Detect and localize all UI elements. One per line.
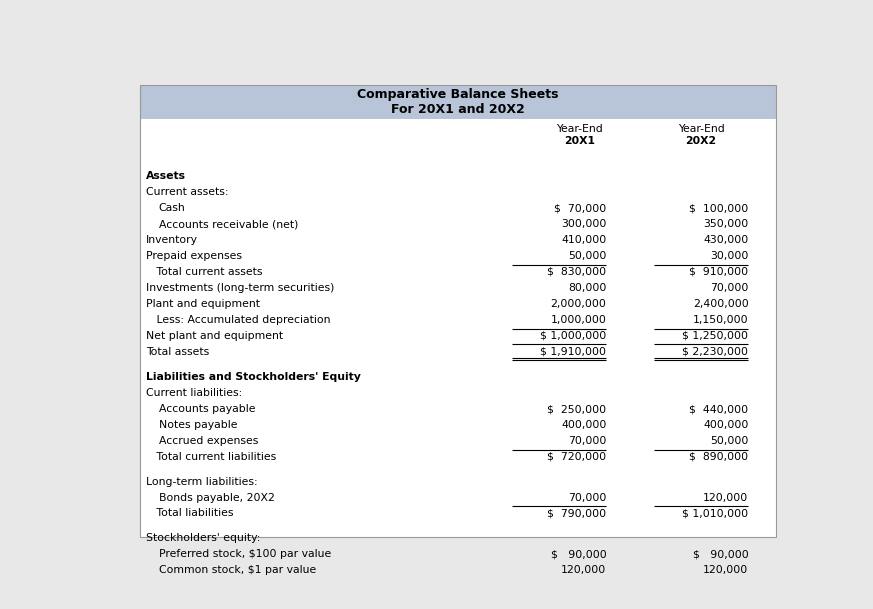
Text: 120,000: 120,000 xyxy=(704,493,748,502)
Text: 400,000: 400,000 xyxy=(703,420,748,430)
Text: $  70,000: $ 70,000 xyxy=(554,203,607,213)
Text: Total liabilities: Total liabilities xyxy=(147,509,234,518)
Text: Investments (long-term securities): Investments (long-term securities) xyxy=(147,283,334,293)
Text: Notes payable: Notes payable xyxy=(159,420,237,430)
Text: 120,000: 120,000 xyxy=(561,565,607,575)
Text: Accounts receivable (net): Accounts receivable (net) xyxy=(159,219,298,229)
Text: $   90,000: $ 90,000 xyxy=(693,549,748,559)
Text: Accounts payable: Accounts payable xyxy=(159,404,255,414)
Text: 300,000: 300,000 xyxy=(561,219,607,229)
Text: $ 2,230,000: $ 2,230,000 xyxy=(683,347,748,357)
Text: $ 1,000,000: $ 1,000,000 xyxy=(540,331,607,340)
Text: Assets: Assets xyxy=(147,171,186,181)
Text: Total assets: Total assets xyxy=(147,347,210,357)
Text: 70,000: 70,000 xyxy=(568,436,607,446)
Text: $ 1,910,000: $ 1,910,000 xyxy=(540,347,607,357)
Text: 30,000: 30,000 xyxy=(710,251,748,261)
Text: 2,000,000: 2,000,000 xyxy=(551,299,607,309)
Text: Preferred stock, $100 par value: Preferred stock, $100 par value xyxy=(159,549,331,559)
Bar xyxy=(140,119,775,537)
Bar xyxy=(140,85,775,119)
Text: Current liabilities:: Current liabilities: xyxy=(147,388,243,398)
Text: $  100,000: $ 100,000 xyxy=(690,203,748,213)
Text: Comparative Balance Sheets: Comparative Balance Sheets xyxy=(357,88,559,100)
Text: Net plant and equipment: Net plant and equipment xyxy=(147,331,284,340)
Text: Accrued expenses: Accrued expenses xyxy=(159,436,258,446)
Text: 1,150,000: 1,150,000 xyxy=(693,315,748,325)
Text: Cash: Cash xyxy=(159,203,185,213)
Text: $   90,000: $ 90,000 xyxy=(551,549,607,559)
Text: 20X1: 20X1 xyxy=(564,136,595,146)
Text: $  790,000: $ 790,000 xyxy=(547,509,607,518)
Text: 430,000: 430,000 xyxy=(704,235,748,245)
Text: 2,400,000: 2,400,000 xyxy=(693,299,748,309)
Text: 50,000: 50,000 xyxy=(568,251,607,261)
Text: $ 1,010,000: $ 1,010,000 xyxy=(683,509,748,518)
Text: Year-End: Year-End xyxy=(677,124,725,134)
Text: Year-End: Year-End xyxy=(556,124,602,134)
Text: 400,000: 400,000 xyxy=(561,420,607,430)
Text: $  830,000: $ 830,000 xyxy=(547,267,607,277)
Text: 1,000,000: 1,000,000 xyxy=(551,315,607,325)
Text: 410,000: 410,000 xyxy=(561,235,607,245)
Text: 350,000: 350,000 xyxy=(704,219,748,229)
Text: Plant and equipment: Plant and equipment xyxy=(147,299,260,309)
Text: 70,000: 70,000 xyxy=(568,493,607,502)
Text: 80,000: 80,000 xyxy=(568,283,607,293)
Text: $  440,000: $ 440,000 xyxy=(690,404,748,414)
Text: Inventory: Inventory xyxy=(147,235,198,245)
Text: Stockholders' equity:: Stockholders' equity: xyxy=(147,533,261,543)
Text: $ 1,250,000: $ 1,250,000 xyxy=(683,331,748,340)
Text: 120,000: 120,000 xyxy=(704,565,748,575)
Text: $  250,000: $ 250,000 xyxy=(547,404,607,414)
Text: For 20X1 and 20X2: For 20X1 and 20X2 xyxy=(391,103,525,116)
Text: Liabilities and Stockholders' Equity: Liabilities and Stockholders' Equity xyxy=(147,372,361,382)
Text: Total current assets: Total current assets xyxy=(147,267,263,277)
Text: Total current liabilities: Total current liabilities xyxy=(147,452,277,462)
Text: 20X2: 20X2 xyxy=(685,136,717,146)
Text: Bonds payable, 20X2: Bonds payable, 20X2 xyxy=(159,493,274,502)
Text: Prepaid expenses: Prepaid expenses xyxy=(147,251,243,261)
Text: 50,000: 50,000 xyxy=(710,436,748,446)
Text: Common stock, $1 par value: Common stock, $1 par value xyxy=(159,565,316,575)
Text: Less: Accumulated depreciation: Less: Accumulated depreciation xyxy=(147,315,331,325)
Text: Long-term liabilities:: Long-term liabilities: xyxy=(147,477,258,487)
Text: Current assets:: Current assets: xyxy=(147,187,229,197)
Text: $  720,000: $ 720,000 xyxy=(547,452,607,462)
Text: $  910,000: $ 910,000 xyxy=(690,267,748,277)
Text: 70,000: 70,000 xyxy=(710,283,748,293)
Text: $  890,000: $ 890,000 xyxy=(690,452,748,462)
